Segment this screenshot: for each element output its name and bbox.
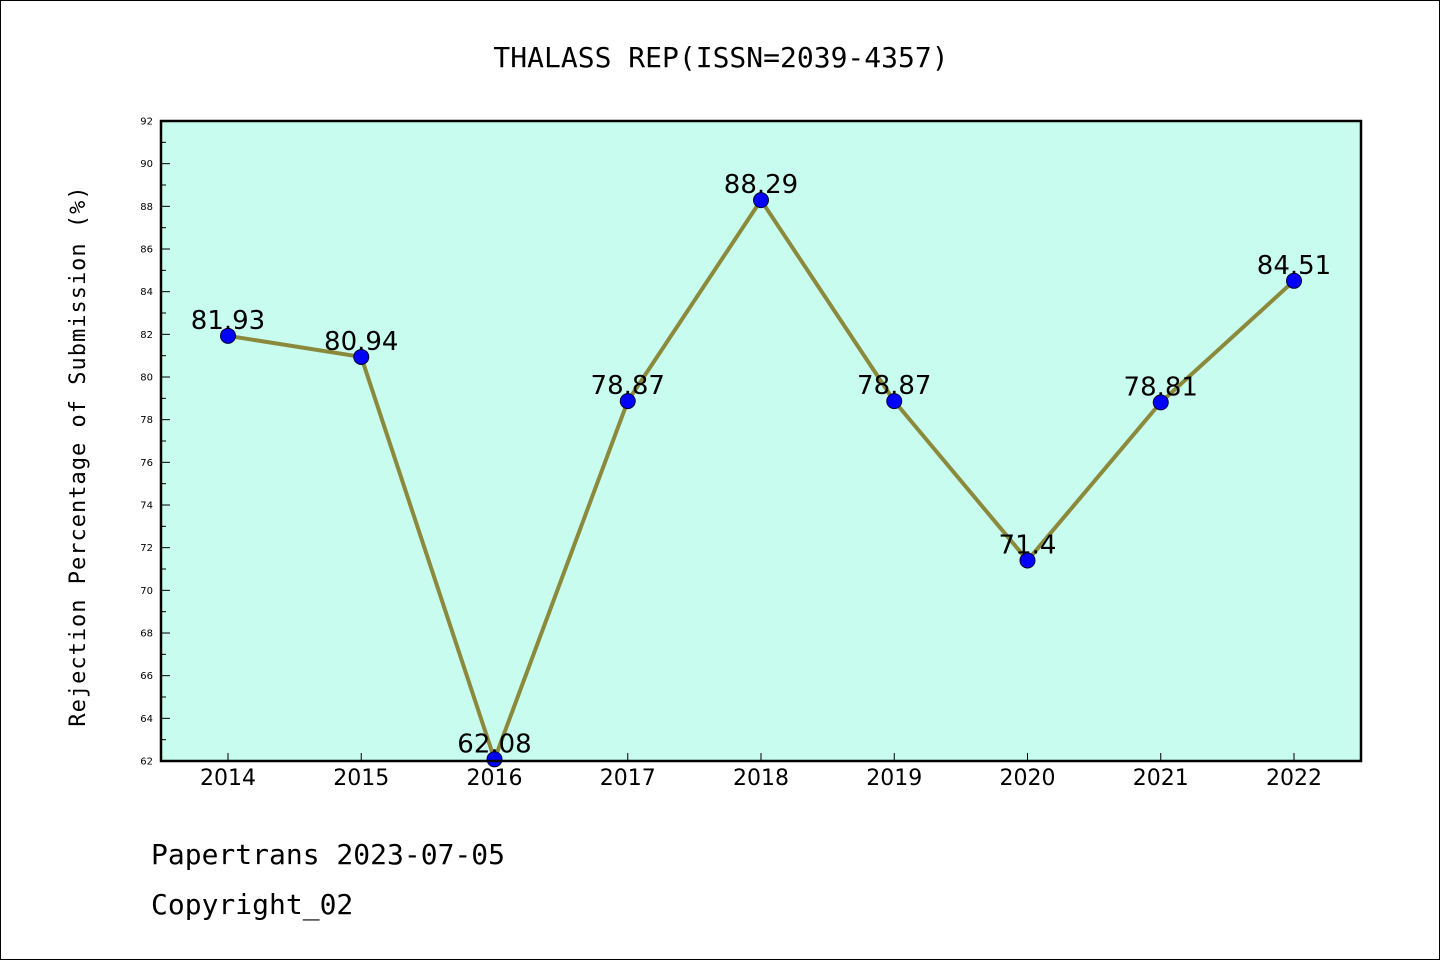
data-point-2018 (753, 192, 769, 209)
data-point-2017 (619, 393, 636, 410)
data-label-2021: 78.81 (1124, 372, 1198, 402)
data-label-2014: 81.93 (191, 306, 265, 336)
data-label-2017: 78.87 (591, 371, 665, 401)
y-tick-label: 78 (140, 415, 153, 426)
y-tick-label: 86 (140, 245, 153, 256)
plot-area (161, 121, 1361, 761)
data-point-2015 (353, 348, 370, 365)
x-tick-label: 2017 (600, 766, 656, 791)
data-label-2020: 71.4 (999, 530, 1057, 560)
data-point-2016 (486, 751, 503, 768)
x-tick-label: 2015 (333, 766, 389, 791)
y-tick-label: 68 (140, 629, 153, 640)
x-tick-label: 2020 (1000, 766, 1056, 791)
footer-copyright: Copyright_02 (151, 888, 353, 922)
y-tick-label: 88 (140, 202, 153, 213)
data-label-2015: 80.94 (324, 327, 398, 357)
data-point-2021 (1152, 394, 1169, 411)
y-tick-label: 66 (140, 671, 153, 682)
y-tick-label: 70 (140, 586, 153, 597)
footer-date: Papertrans 2023-07-05 (151, 838, 505, 871)
chart-title: THALASS REP(ISSN=2039-4357) (493, 41, 948, 74)
x-tick-label: 2021 (1133, 766, 1189, 791)
data-labels: 81.93 80.94 62.08 78.87 88.29 78.87 71.4 78.81 8… (191, 170, 1331, 759)
y-tick-label: 80 (140, 373, 153, 384)
y-tick-label: 82 (140, 330, 153, 341)
y-axis-ticks: 62 64 66 68 70 72 74 76 78 80 82 84 86 88 90 92 (140, 117, 170, 768)
data-label-2016: 62.08 (457, 729, 531, 759)
plot-border (159, 119, 1363, 763)
x-axis-ticks: 2014 2015 2016 2017 2018 2019 2020 2021 2022 (200, 753, 1322, 791)
data-label-2019: 78.87 (857, 371, 931, 401)
y-tick-label: 84 (140, 287, 153, 298)
x-tick-label: 2018 (733, 766, 789, 791)
data-point-2019 (886, 393, 903, 410)
series-rejection-rate (220, 192, 1302, 768)
data-label-2022: 84.51 (1257, 251, 1331, 281)
x-tick-label: 2016 (467, 766, 523, 791)
data-point-2022 (1286, 272, 1302, 289)
y-tick-label: 76 (140, 458, 153, 469)
y-tick-label: 62 (140, 757, 153, 768)
y-tick-label: 64 (140, 714, 153, 725)
y-tick-label: 92 (140, 117, 153, 128)
y-tick-label: 90 (140, 159, 153, 170)
x-tick-label: 2014 (200, 766, 256, 791)
y-axis-label: Rejection Percentage of Submission (%) (66, 185, 91, 726)
y-tick-label: 74 (140, 501, 153, 512)
y-tick-label: 72 (140, 543, 153, 554)
x-tick-label: 2022 (1266, 766, 1322, 791)
x-tick-label: 2019 (866, 766, 922, 791)
data-label-2018: 88.29 (724, 170, 798, 200)
data-point-2020 (1019, 552, 1036, 569)
data-point-2014 (220, 327, 236, 344)
